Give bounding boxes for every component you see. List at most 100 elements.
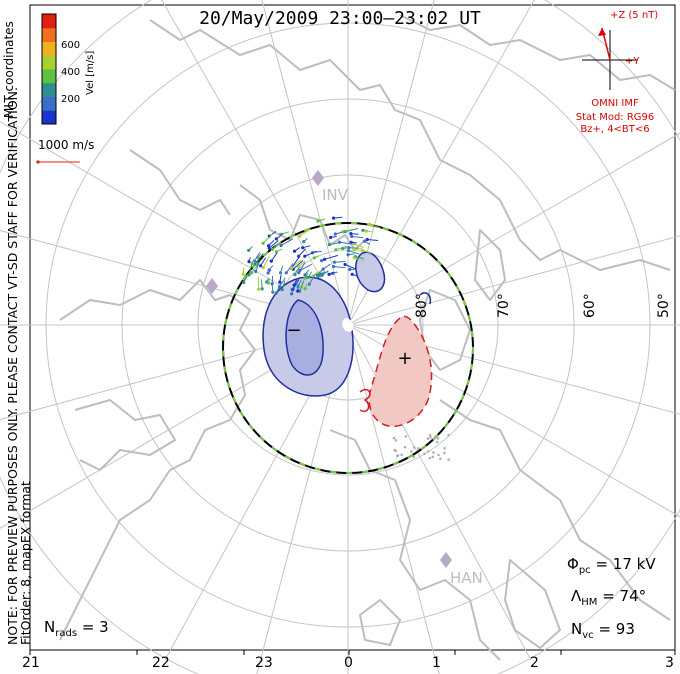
pole-gap (342, 318, 354, 332)
scatter-point (392, 436, 396, 440)
negative-cell-core (285, 299, 324, 376)
station-marker-han (440, 552, 452, 568)
vector-line (257, 257, 264, 265)
vector-line (322, 263, 331, 270)
stat-n-vc-symbol: N (571, 620, 583, 638)
vector-line (255, 260, 261, 272)
vector-line (242, 267, 245, 275)
scatter-point (394, 449, 398, 453)
vector-line (366, 230, 373, 233)
scatter-point (412, 455, 416, 459)
vector-line (308, 274, 316, 285)
vector-line (297, 279, 302, 287)
scatter-point (400, 453, 403, 457)
scatter-point (428, 433, 432, 437)
vector-line (333, 216, 343, 219)
scatter-point (432, 437, 436, 441)
velocity-colorbar (42, 14, 56, 125)
mlt-tick-3: 3 (665, 655, 674, 671)
scatter-point (439, 457, 442, 461)
coordinates-label: MLT coordinates (2, 21, 16, 118)
vector-line (272, 242, 280, 250)
vector-origin (349, 240, 353, 244)
vector-line (251, 258, 257, 264)
latitude-label-60: 60° (582, 293, 598, 318)
colorbar-segment (42, 55, 56, 70)
mlt-tick-23: 23 (255, 655, 273, 671)
vector-line (350, 233, 359, 235)
vector-line (248, 257, 251, 262)
velocity-vectors (241, 216, 381, 296)
scatter-point (436, 437, 440, 440)
vector-line (317, 218, 326, 222)
vector-line (304, 250, 317, 257)
stat-n-vc: Nvc = 93 (571, 620, 635, 641)
vector-line (292, 260, 304, 270)
vector-line (335, 245, 348, 251)
velocity-scale-label: 1000 m/s (38, 138, 95, 152)
scatter-point (423, 452, 426, 456)
preview-note: NOTE: FOR PREVIEW PURPOSES ONLY. PLEASE … (5, 87, 33, 645)
vector-line (267, 269, 272, 274)
vector-line (342, 228, 353, 233)
station-marker-west (206, 278, 218, 294)
vector-line (251, 264, 259, 274)
station-label-han: HAN (450, 569, 483, 587)
vector-line (266, 278, 270, 283)
latitude-label-80: 80° (414, 293, 430, 318)
vector-line (298, 248, 307, 257)
vector-line (364, 240, 371, 245)
vector-line (351, 236, 364, 239)
stat-lambda-hm-symbol: Λ (571, 587, 582, 605)
vector-line (257, 253, 262, 258)
vector-line (332, 271, 338, 274)
imf-vector-head (598, 28, 606, 36)
imf-stat-model: Stat Mod: RG96 (575, 112, 655, 123)
colorbar-segment (42, 14, 56, 29)
colorbar-segment (42, 41, 56, 56)
scatter-point (412, 446, 416, 449)
imf-source: OMNI IMF (591, 98, 639, 109)
vector-line (351, 241, 357, 244)
vector-line (333, 266, 346, 269)
imf-z-label: +Z (5 nT) (610, 10, 659, 21)
vector-line (304, 284, 308, 289)
vector-line (353, 243, 364, 249)
vector-line (354, 257, 365, 262)
vector-line (369, 223, 381, 229)
vector-line (279, 274, 282, 283)
vector-line (262, 233, 273, 244)
vector-line (267, 278, 271, 284)
mlt-tick-marks (29, 650, 676, 655)
vector-line (304, 269, 310, 276)
colorbar-tick-400: 400 (61, 67, 80, 78)
scatter-point (443, 447, 446, 450)
stat-phi-pc: Φpc = 17 kV (567, 555, 656, 576)
vector-line (275, 233, 284, 240)
vector-line (248, 246, 253, 251)
imf-y-label: +Y (625, 56, 640, 67)
colorbar-segment (42, 110, 56, 125)
scatter-point (404, 435, 408, 438)
vector-line (319, 271, 326, 275)
vector-line (260, 257, 267, 267)
colorbar-label: Vel [m/s] (85, 51, 96, 95)
vector-line (302, 245, 311, 249)
stat-n-rads-symbol: N (44, 618, 56, 636)
mlt-tick-0: 0 (344, 655, 353, 671)
vector-line (262, 255, 270, 268)
vector-line (298, 260, 306, 267)
positive-cell-fill (368, 315, 433, 427)
negative-cell-tiny (419, 292, 432, 305)
vector-line (299, 280, 305, 292)
scatter-point (432, 451, 435, 454)
fit-order-line: FitOrder: 8, mapEX format (18, 481, 33, 645)
vector-line (367, 239, 379, 241)
scatter-point (443, 451, 446, 455)
mlt-tick-21: 21 (22, 655, 40, 671)
mlt-tick-2: 2 (530, 655, 539, 671)
stat-n-rads: Nrads = 3 (44, 618, 109, 639)
scatter-point (447, 458, 450, 461)
scatter-point (426, 450, 430, 453)
vector-line (280, 265, 284, 273)
